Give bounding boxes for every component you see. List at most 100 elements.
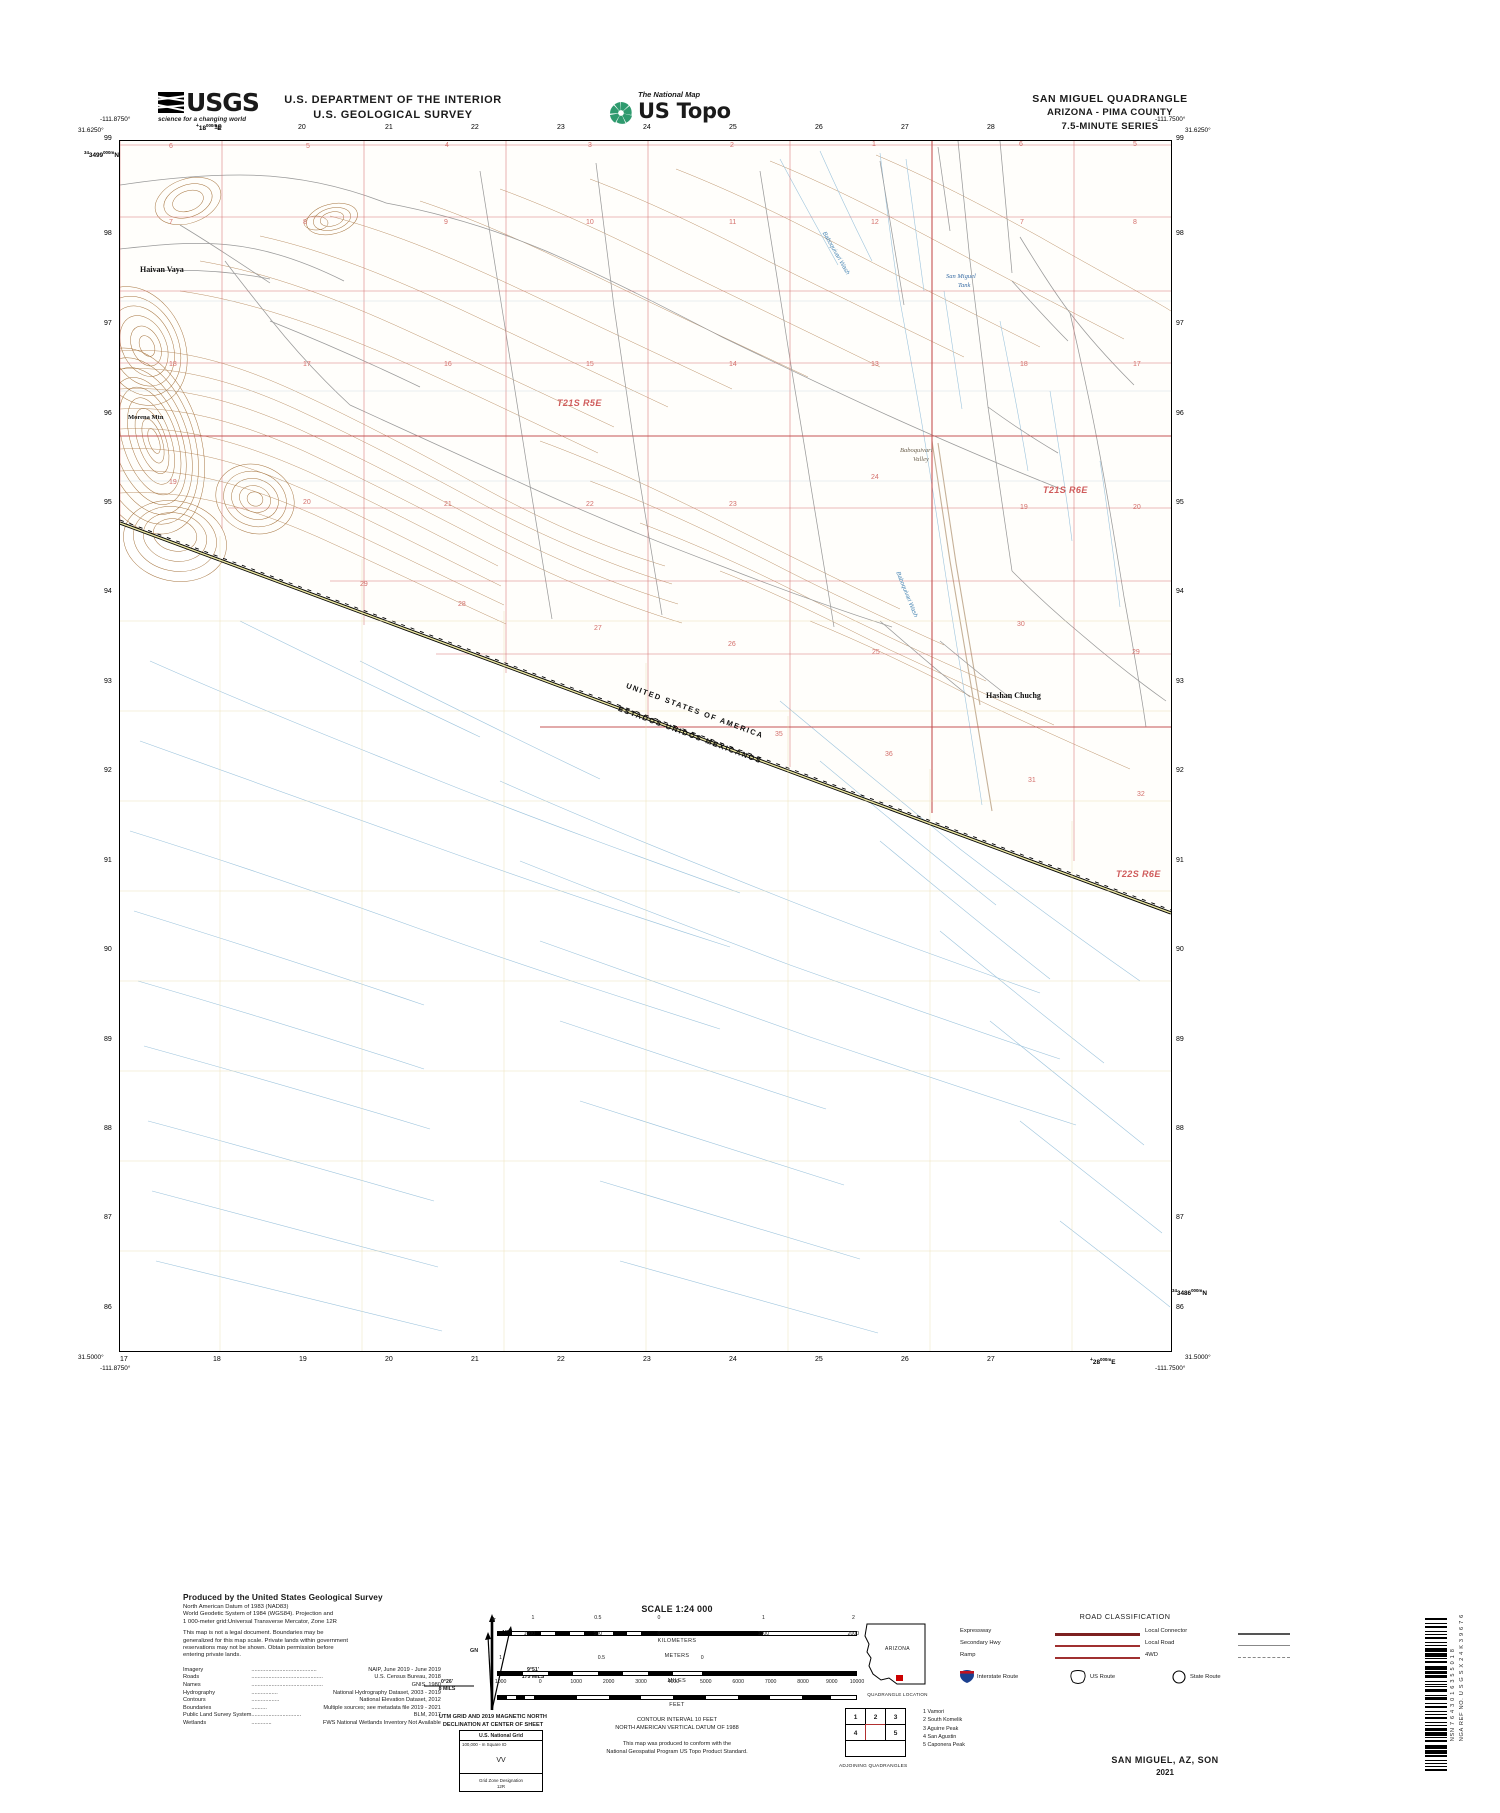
usng-grid-zone: Grid Zone Designation 12R	[460, 1773, 542, 1791]
township-label-t21s-r6e: T21S R6E	[1043, 485, 1088, 495]
section-number: 6	[1019, 141, 1023, 148]
scale-label: 1000	[523, 1631, 536, 1637]
legend-row-secondary-hwy: Secondary Hwy Local Road	[960, 1640, 1290, 1652]
grid-tick-top: 25	[729, 124, 737, 131]
grid-tick-bottom: 25	[815, 1356, 823, 1363]
grid-tick-right: 98	[1176, 230, 1184, 237]
us-topo-logo: The National Map US Topo	[608, 90, 808, 128]
legend-label: 4WD	[1145, 1652, 1158, 1658]
section-number: 29	[360, 581, 368, 588]
scale-label: 0	[538, 1679, 542, 1685]
section-number: 32	[1137, 791, 1145, 798]
scale-label: 0.5	[594, 1615, 602, 1621]
state-route-circle-icon	[1172, 1670, 1186, 1686]
source-value: Multiple sources; see metadata file 2019…	[323, 1704, 441, 1711]
map-collar-footer: Produced by the United States Geological…	[0, 1590, 1500, 1810]
section-number: 10	[586, 219, 594, 226]
section-number: 8	[1133, 219, 1137, 226]
corner-ne-latitude: 31.6250°	[1185, 127, 1211, 134]
section-number: 12	[871, 219, 879, 226]
agency-line-2: U.S. GEOLOGICAL SURVEY	[313, 109, 473, 121]
corner-sw-longitude: -111.8750°	[100, 1365, 131, 1372]
legend-label: State Route	[1190, 1674, 1221, 1680]
grid-tick-right: 89	[1176, 1036, 1184, 1043]
legend-line-swatch	[1238, 1657, 1290, 1658]
place-label-baboquivari-valley-2: Valley	[913, 456, 929, 463]
quadrangle-series: 7.5-MINUTE SERIES	[1061, 121, 1159, 132]
grid-tick-left: 99	[104, 135, 112, 142]
barcode-text: NSN 7 6 4 3 0 1 6 3 5 5 0 1 8 NGA REF NO…	[1449, 1614, 1467, 1741]
bottom-map-name: SAN MIGUEL, AZ, SON	[1111, 1755, 1219, 1765]
source-label: Public Land Survey System	[183, 1712, 252, 1719]
bottom-map-year: 2021	[1156, 1768, 1174, 1777]
barcode-line-1: NSN 7 6 4 3 0 1 6 3 5 5 0 1 8	[1450, 1648, 1456, 1742]
department-lines: U.S. DEPARTMENT OF THE INTERIOR U.S. GEO…	[253, 93, 533, 123]
section-number: 13	[871, 361, 879, 368]
scale-bars: SCALE 1:24 000 1 0.5 0 1 2 KILOMETERS 10…	[494, 1604, 864, 1708]
grid-tick-top: 24	[643, 124, 651, 131]
grid-tick-right: 99	[1176, 135, 1184, 142]
scale-label: 2	[851, 1615, 855, 1621]
scale-label: 7000	[764, 1679, 777, 1685]
grid-tick-left: 89	[104, 1036, 112, 1043]
map-canvas-svg[interactable]	[120, 141, 1171, 1351]
datum-line-1: North American Datum of 1983 (NAD83)	[183, 1604, 289, 1610]
adjoining-names: 1 Vamori 2 South Komelik 3 Aguirre Peak …	[923, 1708, 965, 1749]
adjoining-quadrangles: 1 2 3 4 5 1 Vamori 2 South Komelik 3 Agu…	[839, 1708, 1095, 1769]
usgs-tagline: science for a changing world	[158, 116, 247, 123]
route-symbol-legend: Interstate Route US Route State Route	[960, 1670, 1290, 1690]
conformance-note: This map was produced to conform with th…	[606, 1741, 748, 1755]
credits-heading: Produced by the United States Geological…	[183, 1592, 383, 1602]
legend-row-ramp: Ramp 4WD	[960, 1652, 1290, 1664]
disclaimer-line-2: generalized for this map scale. Private …	[183, 1637, 349, 1644]
scale-label: 10000	[849, 1679, 865, 1685]
grid-tick-top: 20	[298, 124, 306, 131]
grid-tick-right: 92	[1176, 767, 1184, 774]
scale-label: 1000	[757, 1631, 770, 1637]
scale-label: 1	[531, 1615, 535, 1621]
usng-box: U.S. National Grid 100,000 - m Square ID…	[459, 1730, 543, 1792]
quad-location-marker	[896, 1675, 903, 1681]
source-row: Boundaries .......... Multiple sources; …	[183, 1704, 441, 1711]
corner-sw-latitude: 31.5000°	[78, 1354, 104, 1361]
section-number: 30	[1017, 621, 1025, 628]
quadrangle-location-map: ARIZONA QUADRANGLE LOCATION	[845, 1618, 950, 1708]
usgs-wordmark: USGS	[186, 88, 260, 117]
township-label-t21s-r5e: T21S R5E	[557, 398, 602, 408]
disclaimer-line-1: This map is not a legal document. Bounda…	[183, 1630, 324, 1637]
legend-label: Interstate Route	[977, 1674, 1019, 1680]
section-number: 31	[1028, 777, 1036, 784]
topographic-map[interactable]: T21S R5E T21S R6E T22S R6E 6 5 4 3 2 1 6…	[119, 140, 1172, 1352]
scalebar-miles: 1 0.5 0 MILES	[497, 1655, 857, 1684]
scale-label: 2000	[847, 1631, 860, 1637]
quadrangle-name: SAN MIGUEL QUADRANGLE	[1032, 93, 1188, 105]
scale-label: 6000	[732, 1679, 744, 1685]
scale-label: 0.5	[597, 1655, 605, 1661]
grid-tick-bottom: 27	[987, 1356, 995, 1363]
scale-label: 1000	[494, 1679, 507, 1685]
scale-label: 2000	[602, 1679, 615, 1685]
place-label-haivan-vaya: Haivan Vaya	[140, 265, 184, 274]
usng-square-id: VV	[496, 1757, 506, 1764]
adjoining-cell-2: 2	[865, 1708, 886, 1725]
section-number: 21	[444, 501, 452, 508]
scalebar-kilometers: 1 0.5 0 1 2 KILOMETERS	[497, 1615, 857, 1644]
scale-label: 0	[700, 1655, 704, 1661]
grid-tick-left: 97	[104, 320, 112, 327]
source-label: Wetlands	[183, 1720, 207, 1726]
section-number: 20	[303, 499, 311, 506]
corner-se-latitude: 31.5000°	[1185, 1354, 1211, 1361]
arizona-outline-icon	[864, 1623, 926, 1685]
state-label-arizona: ARIZONA	[884, 1646, 911, 1652]
adjoining-name: 4 San Agustin	[923, 1733, 957, 1740]
section-number: 27	[594, 625, 602, 632]
legend-line-swatch	[1055, 1645, 1140, 1647]
scale-label: 1	[761, 1615, 765, 1621]
place-label-morena-mtn: Morena Mtn	[128, 414, 164, 421]
legend-label: Expressway	[960, 1628, 992, 1634]
source-table: Imagery ................................…	[183, 1667, 441, 1728]
bottom-title-block: SAN MIGUEL, AZ, SON 2021	[1040, 1755, 1290, 1777]
adjoining-cell-1: 1	[845, 1708, 866, 1725]
legend-line-swatch	[1238, 1633, 1290, 1635]
section-number: 22	[586, 501, 594, 508]
